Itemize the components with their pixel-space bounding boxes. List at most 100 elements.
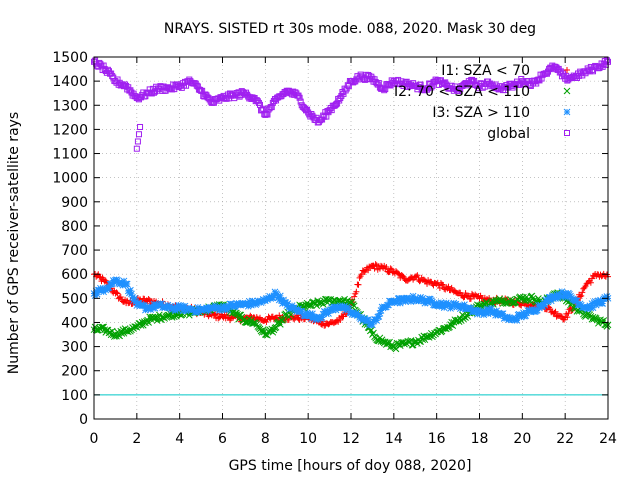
data-point — [318, 314, 326, 321]
data-point — [210, 312, 217, 319]
data-point — [327, 306, 335, 314]
data-point — [541, 301, 549, 309]
data-point — [577, 293, 584, 300]
data-point — [266, 292, 273, 300]
data-point — [484, 310, 492, 318]
x-tick-label: 24 — [599, 431, 617, 447]
data-point — [603, 57, 610, 64]
y-tick-label: 1500 — [52, 50, 88, 66]
data-point — [413, 273, 420, 280]
x-tick-label: 16 — [428, 431, 446, 447]
data-point — [109, 277, 117, 284]
data-point — [117, 293, 124, 300]
data-point — [377, 307, 385, 314]
series-2 — [90, 276, 612, 329]
data-point — [284, 300, 292, 308]
data-point — [276, 321, 284, 328]
data-point — [459, 302, 466, 310]
data-point — [503, 313, 511, 321]
data-point — [123, 280, 131, 288]
data-point — [437, 299, 445, 306]
legend-marker — [564, 130, 570, 136]
data-point — [129, 293, 136, 301]
data-point — [439, 300, 447, 307]
data-point — [424, 299, 432, 307]
grid — [94, 57, 608, 419]
data-point — [505, 316, 512, 324]
data-point — [438, 303, 446, 310]
data-point — [238, 88, 245, 95]
data-point — [131, 295, 139, 302]
data-point — [263, 319, 270, 326]
series-4 — [133, 123, 144, 152]
data-point — [419, 336, 427, 344]
data-point — [487, 304, 495, 312]
y-tick-label: 0 — [79, 412, 88, 428]
data-point — [270, 326, 278, 334]
data-point — [313, 313, 321, 321]
data-point — [467, 295, 474, 302]
x-tick-label: 6 — [218, 431, 227, 447]
x-tick-label: 4 — [175, 431, 184, 447]
data-point — [409, 292, 417, 300]
data-point — [372, 261, 379, 268]
data-point — [355, 281, 362, 288]
data-point — [278, 297, 285, 304]
legend-marker — [563, 108, 571, 116]
data-point — [513, 316, 521, 324]
data-point — [143, 304, 150, 312]
data-point — [592, 315, 600, 322]
data-point — [548, 292, 556, 300]
data-point — [271, 324, 279, 332]
data-point — [351, 293, 358, 300]
data-point — [429, 298, 436, 306]
data-point — [120, 83, 127, 90]
series-1 — [90, 289, 612, 353]
legend-label: I3: SZA > 110 — [432, 105, 530, 121]
x-tick-label: 18 — [471, 431, 489, 447]
data-point — [553, 291, 560, 298]
data-point — [135, 131, 142, 138]
y-tick-label: 400 — [61, 315, 88, 331]
data-point — [228, 302, 236, 310]
data-point — [563, 294, 571, 302]
data-point — [364, 316, 372, 324]
data-point — [385, 301, 392, 309]
data-point — [602, 295, 610, 303]
data-point — [190, 306, 197, 313]
data-point — [168, 314, 176, 321]
data-point — [467, 304, 475, 312]
data-point — [195, 308, 203, 316]
data-point — [579, 289, 586, 296]
x-tick-label: 0 — [90, 431, 99, 447]
data-point — [528, 292, 536, 300]
data-point — [179, 307, 187, 315]
data-point — [483, 305, 491, 313]
data-point — [452, 86, 459, 93]
x-tick-label: 12 — [342, 431, 360, 447]
data-point — [361, 315, 369, 322]
data-point — [303, 107, 310, 114]
data-point — [133, 145, 140, 152]
data-point — [416, 297, 423, 304]
data-point — [227, 300, 235, 308]
data-point — [298, 308, 306, 315]
data-point — [303, 309, 311, 317]
data-point — [367, 321, 375, 328]
data-point — [110, 333, 118, 340]
data-point — [282, 299, 290, 306]
data-point — [571, 297, 579, 304]
legend-label: I1: SZA < 70 — [441, 63, 530, 79]
legend-label: global — [487, 126, 530, 142]
data-point — [292, 314, 299, 321]
data-point — [588, 275, 595, 282]
data-point — [124, 287, 132, 295]
data-point — [108, 280, 116, 288]
data-point — [268, 104, 275, 111]
data-point — [382, 341, 390, 348]
data-point — [461, 301, 468, 308]
data-point — [507, 315, 514, 323]
y-tick-label: 1000 — [52, 171, 88, 187]
data-point — [365, 321, 373, 329]
data-point — [145, 295, 152, 302]
